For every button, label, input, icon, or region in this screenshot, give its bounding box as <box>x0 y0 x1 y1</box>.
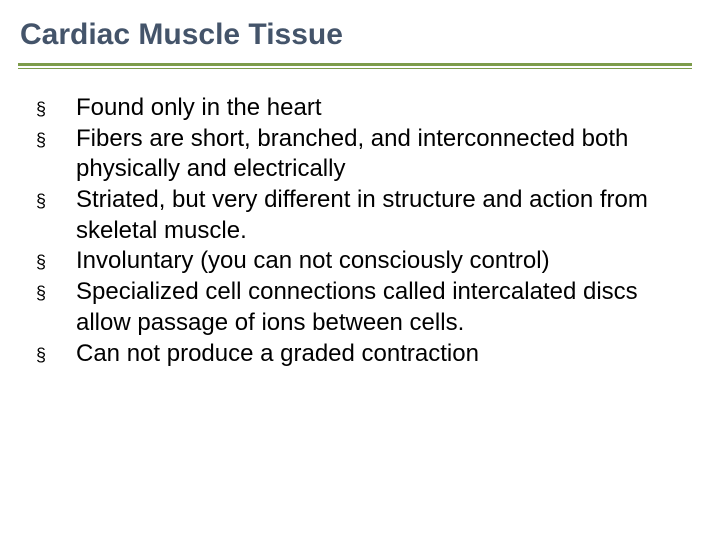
list-item-text: Found only in the heart <box>76 93 684 124</box>
list-item-text: Involuntary (you can not consciously con… <box>76 246 684 277</box>
bullet-list: § Found only in the heart § Fibers are s… <box>36 93 684 370</box>
list-item-text: Fibers are short, branched, and intercon… <box>76 124 684 185</box>
slide-title: Cardiac Muscle Tissue <box>20 18 692 53</box>
list-item-text: Specialized cell connections called inte… <box>76 277 684 338</box>
list-item: § Fibers are short, branched, and interc… <box>36 124 684 185</box>
slide: Cardiac Muscle Tissue § Found only in th… <box>0 0 720 540</box>
bullet-icon: § <box>36 93 76 124</box>
bullet-icon: § <box>36 277 76 308</box>
bullet-icon: § <box>36 185 76 216</box>
list-item: § Striated, but very different in struct… <box>36 185 684 246</box>
list-item: § Found only in the heart <box>36 93 684 124</box>
bullet-icon: § <box>36 124 76 155</box>
list-item: § Involuntary (you can not consciously c… <box>36 246 684 277</box>
bullet-icon: § <box>36 339 76 370</box>
list-item: § Specialized cell connections called in… <box>36 277 684 338</box>
bullet-icon: § <box>36 246 76 277</box>
list-item-text: Striated, but very different in structur… <box>76 185 684 246</box>
list-item: § Can not produce a graded contraction <box>36 339 684 370</box>
list-item-text: Can not produce a graded contraction <box>76 339 684 370</box>
title-rule-bottom <box>18 68 692 69</box>
